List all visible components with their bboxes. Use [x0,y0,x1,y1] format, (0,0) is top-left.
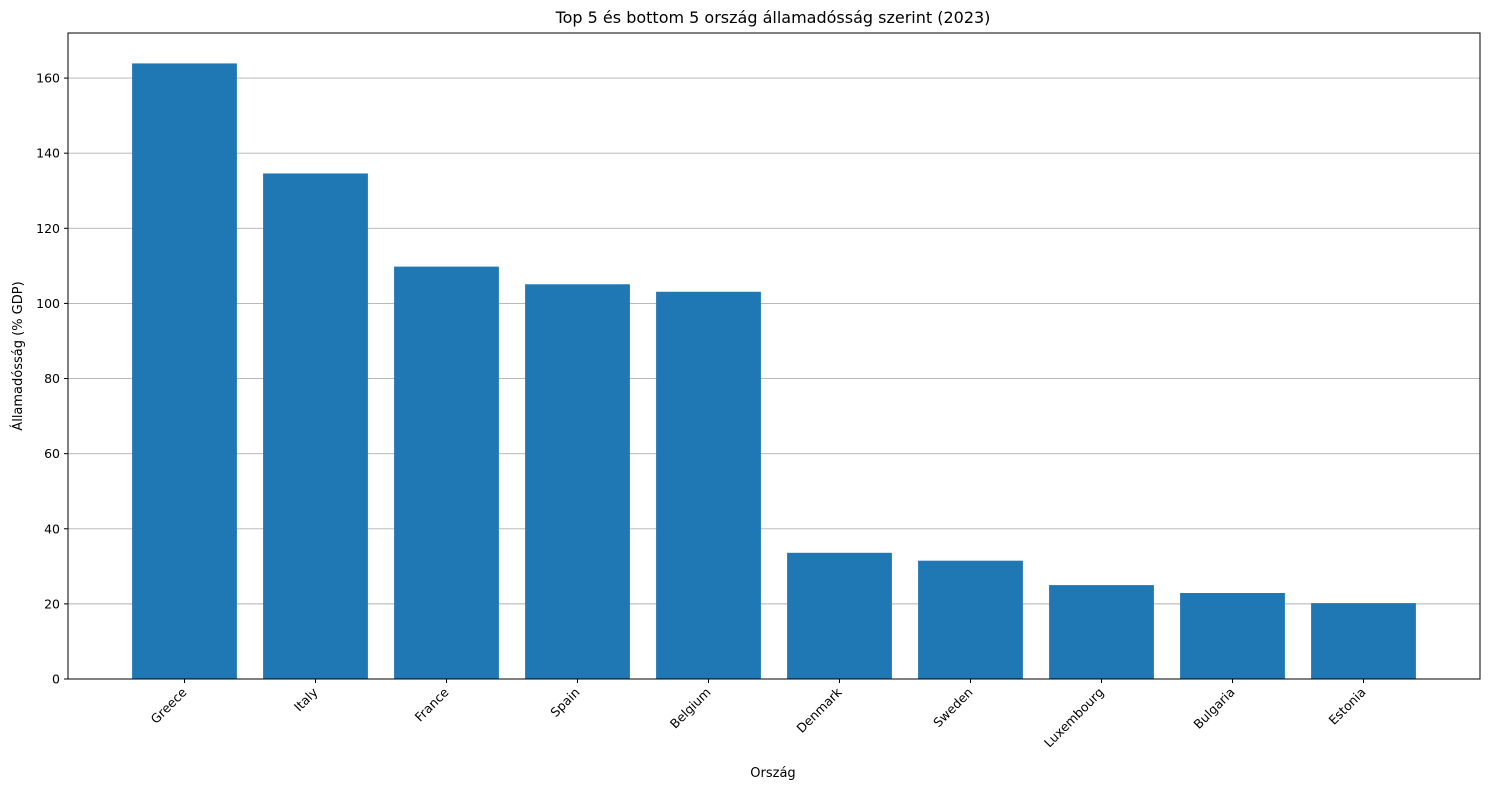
bar-france [394,266,499,679]
y-tick-label: 40 [44,521,60,536]
x-tick-label: France [412,684,452,724]
x-tick-label: Denmark [793,684,845,736]
bar-spain [525,284,630,679]
x-tick-label: Sweden [930,685,976,731]
bar-bulgaria [1180,592,1285,679]
bar-denmark [787,552,892,679]
x-tick-label: Estonia [1325,685,1368,728]
y-tick-label: 20 [44,596,60,611]
plot-frame [67,32,1481,680]
y-axis-label: Államadósság (% GDP) [10,281,26,430]
x-tick-label: Spain [547,685,582,720]
bar-italy [263,173,368,679]
y-tick-label: 100 [36,296,60,311]
y-tick-label: 140 [36,146,60,161]
x-axis-label: Ország [750,766,795,781]
bar-luxembourg [1049,585,1154,679]
x-tick-label: Greece [148,684,190,726]
y-tick-label: 120 [36,221,60,236]
bars-layer [132,63,1416,679]
bar-estonia [1311,603,1416,679]
chart-title: Top 5 és bottom 5 ország államadósság sz… [555,8,991,27]
bar-belgium [656,291,761,679]
y-tick-label: 160 [36,71,60,86]
y-tick-label: 0 [52,672,60,687]
x-tick-label: Luxembourg [1041,685,1107,751]
bar-sweden [918,560,1023,679]
y-axis: 0 20 40 60 80 100 120 140 160 [36,71,68,687]
x-tick-label: Belgium [667,685,714,732]
bar-greece [132,63,237,679]
x-tick-label: Italy [291,684,321,714]
x-tick-label: Bulgaria [1190,685,1237,732]
x-axis: Greece Italy France Spain Belgium Denmark Swed… [148,679,1369,750]
y-tick-label: 80 [44,371,60,386]
y-tick-label: 60 [44,446,60,461]
